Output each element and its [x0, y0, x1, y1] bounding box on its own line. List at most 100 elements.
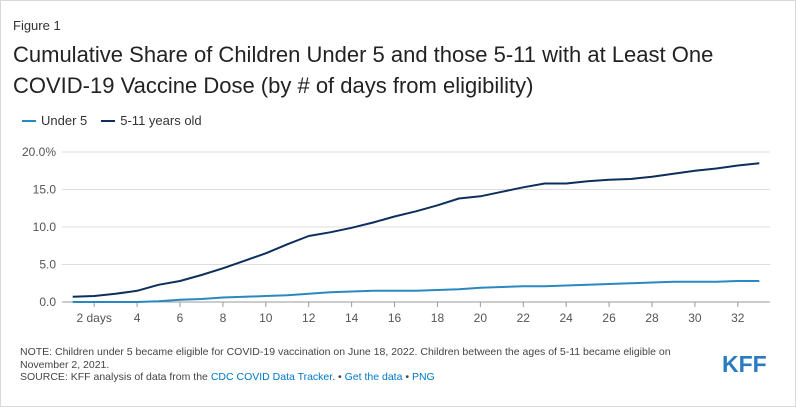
data-point[interactable] — [178, 279, 183, 284]
data-point[interactable] — [650, 280, 655, 285]
data-point[interactable] — [263, 251, 268, 256]
data-point[interactable] — [92, 294, 97, 299]
data-point[interactable] — [456, 287, 461, 292]
legend-item-under-5[interactable]: Under 5 — [22, 113, 87, 128]
legend-swatch-5-11 — [101, 119, 116, 122]
source-prefix: SOURCE: KFF analysis of data from the — [20, 371, 211, 383]
data-point[interactable] — [607, 282, 612, 287]
data-point[interactable] — [92, 300, 97, 305]
data-point[interactable] — [242, 258, 247, 263]
data-point[interactable] — [306, 291, 311, 296]
x-tick-label: 4 — [134, 311, 141, 325]
data-point[interactable] — [628, 177, 633, 182]
data-point[interactable] — [199, 273, 204, 278]
x-tick-label: 26 — [602, 311, 616, 325]
legend-label-under-5: Under 5 — [41, 113, 88, 128]
data-point[interactable] — [757, 161, 762, 166]
data-point[interactable] — [564, 181, 569, 186]
data-point[interactable] — [585, 282, 590, 287]
x-tick-label: 8 — [220, 311, 227, 325]
legend-swatch-under-5 — [22, 119, 36, 122]
data-point[interactable] — [735, 163, 740, 168]
data-point[interactable] — [456, 196, 461, 201]
x-tick-label: 28 — [645, 311, 659, 325]
x-tick-label: 20 — [474, 311, 488, 325]
x-tick-label: 30 — [688, 311, 702, 325]
data-point[interactable] — [70, 300, 75, 305]
data-point[interactable] — [499, 189, 504, 194]
source-link[interactable]: CDC COVID Data Tracker — [210, 371, 333, 383]
data-point[interactable] — [392, 214, 397, 219]
data-point[interactable] — [135, 300, 140, 305]
data-point[interactable] — [220, 295, 225, 300]
data-point[interactable] — [135, 288, 140, 293]
data-point[interactable] — [392, 288, 397, 293]
data-point[interactable] — [156, 299, 161, 304]
chart-legend: Under 5 5-11 years old — [22, 113, 216, 128]
data-point[interactable] — [735, 279, 740, 284]
x-tick-label: 14 — [345, 311, 359, 325]
data-point[interactable] — [521, 284, 526, 289]
data-point[interactable] — [714, 166, 719, 171]
series-line-under-5[interactable] — [72, 280, 760, 303]
legend-item-5-11[interactable]: 5-11 years old — [101, 113, 202, 128]
x-tick-label: 12 — [302, 311, 316, 325]
data-point[interactable] — [414, 288, 419, 293]
data-point[interactable] — [542, 284, 547, 289]
data-point[interactable] — [714, 279, 719, 284]
data-point[interactable] — [478, 285, 483, 290]
data-point[interactable] — [757, 279, 762, 284]
data-point[interactable] — [521, 185, 526, 190]
data-point[interactable] — [692, 279, 697, 284]
data-point[interactable] — [628, 281, 633, 286]
data-point[interactable] — [328, 230, 333, 235]
data-point[interactable] — [113, 300, 118, 305]
x-tick-label: 22 — [517, 311, 531, 325]
data-point[interactable] — [542, 181, 547, 186]
data-point[interactable] — [650, 174, 655, 179]
data-point[interactable] — [328, 290, 333, 295]
get-data-link[interactable]: Get the data — [344, 371, 403, 383]
y-tick-label: 5.0 — [39, 258, 56, 272]
data-point[interactable] — [692, 168, 697, 173]
data-point[interactable] — [564, 283, 569, 288]
data-point[interactable] — [113, 291, 118, 296]
x-tick-label: 24 — [560, 311, 574, 325]
data-point[interactable] — [478, 194, 483, 199]
x-axis: 2 days 4 6 8 10 12 14 16 18 20 22 24 26 28 30 32 — [77, 302, 745, 325]
chart-notes: NOTE: Children under 5 became eligible f… — [20, 346, 710, 384]
data-point[interactable] — [671, 279, 676, 284]
source-separator: . • — [332, 371, 345, 383]
data-point[interactable] — [435, 203, 440, 208]
note-text: NOTE: Children under 5 became eligible f… — [20, 346, 671, 371]
data-point[interactable] — [306, 234, 311, 239]
data-point[interactable] — [349, 289, 354, 294]
data-point[interactable] — [371, 288, 376, 293]
line-chart: 0.05.010.015.020.0% 2 days 4 6 8 10 12 14 16 18 2… — [22, 145, 770, 325]
data-point[interactable] — [70, 294, 75, 299]
data-point[interactable] — [242, 294, 247, 299]
data-point[interactable] — [263, 294, 268, 299]
data-point[interactable] — [285, 242, 290, 247]
y-axis: 0.0 5.0 10.0 15.0 20.0% — [22, 145, 56, 309]
series-line-5-11[interactable] — [72, 162, 760, 298]
data-point[interactable] — [371, 220, 376, 225]
data-point[interactable] — [199, 297, 204, 302]
data-point[interactable] — [285, 293, 290, 298]
chart-title: Cumulative Share of Children Under 5 and… — [13, 42, 714, 98]
data-point[interactable] — [585, 179, 590, 184]
data-point[interactable] — [156, 282, 161, 287]
source-separator-2: • — [402, 371, 412, 383]
x-tick-label: 16 — [388, 311, 402, 325]
data-point[interactable] — [671, 171, 676, 176]
data-point[interactable] — [435, 288, 440, 293]
data-point[interactable] — [414, 209, 419, 214]
data-point[interactable] — [499, 285, 504, 290]
data-point[interactable] — [220, 266, 225, 271]
y-tick-label: 20.0% — [22, 145, 56, 159]
data-point[interactable] — [178, 297, 183, 302]
series-lines — [70, 161, 762, 305]
data-point[interactable] — [607, 177, 612, 182]
png-link[interactable]: PNG — [411, 371, 435, 383]
data-point[interactable] — [349, 225, 354, 230]
